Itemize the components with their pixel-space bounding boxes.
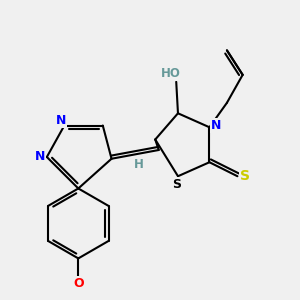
Text: S: S [240,169,250,183]
Text: N: N [35,151,45,164]
Text: HO: HO [161,67,181,80]
Text: S: S [172,178,181,191]
Text: O: O [73,278,84,290]
Text: H: H [134,158,144,171]
Text: N: N [56,114,66,127]
Text: N: N [211,119,222,132]
